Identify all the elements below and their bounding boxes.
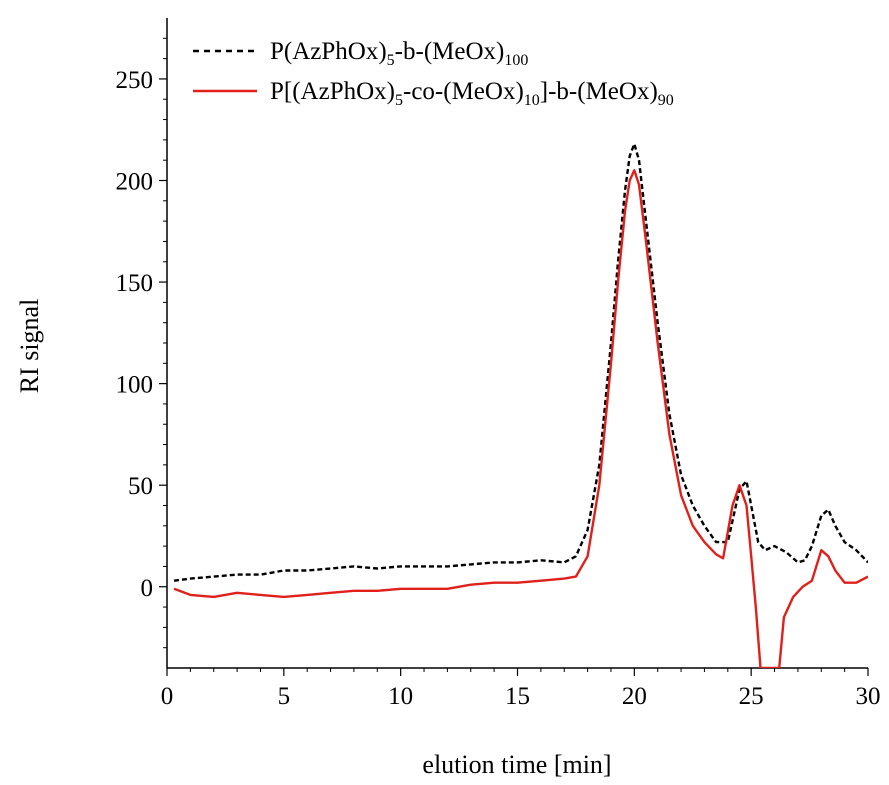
series-line-1 [173, 142, 868, 582]
x-tick-label: 25 [739, 683, 764, 710]
y-tick-label: 100 [116, 372, 154, 399]
x-tick-label: 15 [505, 683, 530, 710]
y-tick-label: 0 [141, 575, 154, 602]
x-tick-label: 30 [856, 683, 881, 710]
plot-area [173, 142, 868, 668]
legend-label-1: P(AzPhOx)5-b-(MeOx)100 [270, 38, 528, 69]
legend: P(AzPhOx)5-b-(MeOx)100 P[(AzPhOx)5-co-(Me… [193, 38, 674, 109]
x-tick-label: 20 [622, 683, 647, 710]
y-tick-label: 50 [128, 473, 153, 500]
axes: 0 5 10 15 20 25 30 0 50 100 150 200 250 [116, 18, 881, 710]
y-axis-label: RI signal [15, 299, 44, 394]
y-tick-label: 150 [116, 270, 154, 297]
x-tick-label: 10 [388, 683, 413, 710]
x-axis-label: elution time [min] [422, 750, 611, 779]
series-line-2 [173, 169, 868, 668]
x-tick-label: 5 [278, 683, 291, 710]
y-tick-label: 250 [116, 67, 154, 94]
x-tick-label: 0 [161, 683, 174, 710]
y-tick-label: 200 [116, 169, 154, 196]
legend-label-2: P[(AzPhOx)5-co-(MeOx)10]-b-(MeOx)90 [270, 78, 674, 109]
